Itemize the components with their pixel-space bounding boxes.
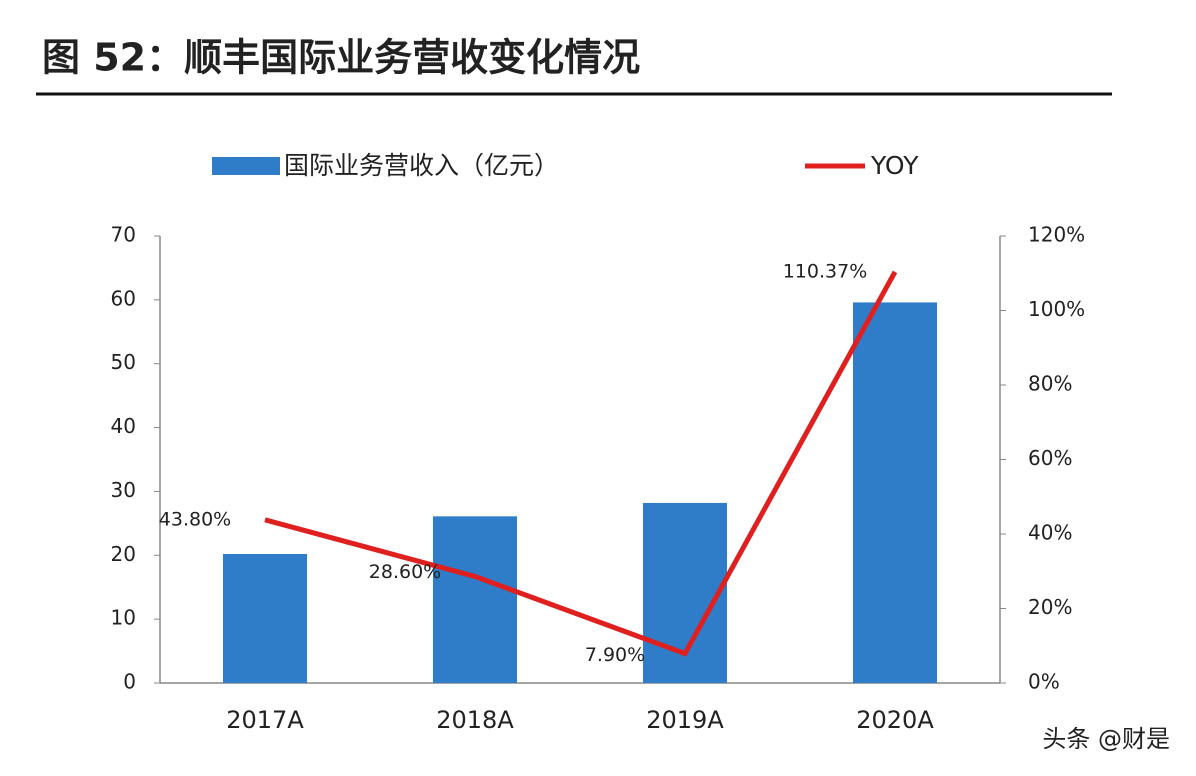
legend-swatch — [212, 157, 280, 175]
y2-tick-label: 60% — [1028, 446, 1072, 470]
y-tick-label: 50 — [111, 350, 136, 374]
y2-tick-label: 40% — [1028, 521, 1072, 545]
legend-label: YOY — [870, 151, 919, 180]
y-tick-label: 0 — [123, 670, 136, 694]
legend-label: 国际业务营收入（亿元） — [284, 151, 559, 180]
bar — [853, 302, 937, 683]
x-tick-label: 2020A — [856, 706, 934, 734]
data-label: 110.37% — [783, 260, 868, 282]
chart-title: 图 52：顺丰国际业务营收变化情况 — [42, 36, 640, 80]
y-tick-label: 60 — [111, 286, 136, 310]
data-label: 28.60% — [369, 561, 441, 583]
y-tick-label: 10 — [111, 606, 136, 630]
y2-tick-label: 20% — [1028, 595, 1072, 619]
y-tick-label: 40 — [111, 414, 136, 438]
yoy-line — [264, 270, 898, 657]
bar — [223, 554, 307, 683]
bar — [433, 516, 517, 683]
y2-tick-label: 80% — [1028, 372, 1072, 396]
x-tick-label: 2019A — [646, 706, 724, 734]
x-tick-label: 2018A — [436, 706, 514, 734]
y-tick-label: 20 — [111, 542, 136, 566]
x-tick-label: 2017A — [226, 706, 304, 734]
watermark: 头条 @财是 — [1042, 725, 1170, 753]
data-label: 43.80% — [159, 508, 231, 530]
y-tick-label: 30 — [111, 478, 136, 502]
y2-tick-label: 120% — [1028, 223, 1085, 247]
y2-tick-label: 100% — [1028, 297, 1085, 321]
y2-tick-label: 0% — [1028, 670, 1060, 694]
y-tick-label: 70 — [111, 223, 136, 247]
data-label: 7.90% — [585, 644, 645, 666]
